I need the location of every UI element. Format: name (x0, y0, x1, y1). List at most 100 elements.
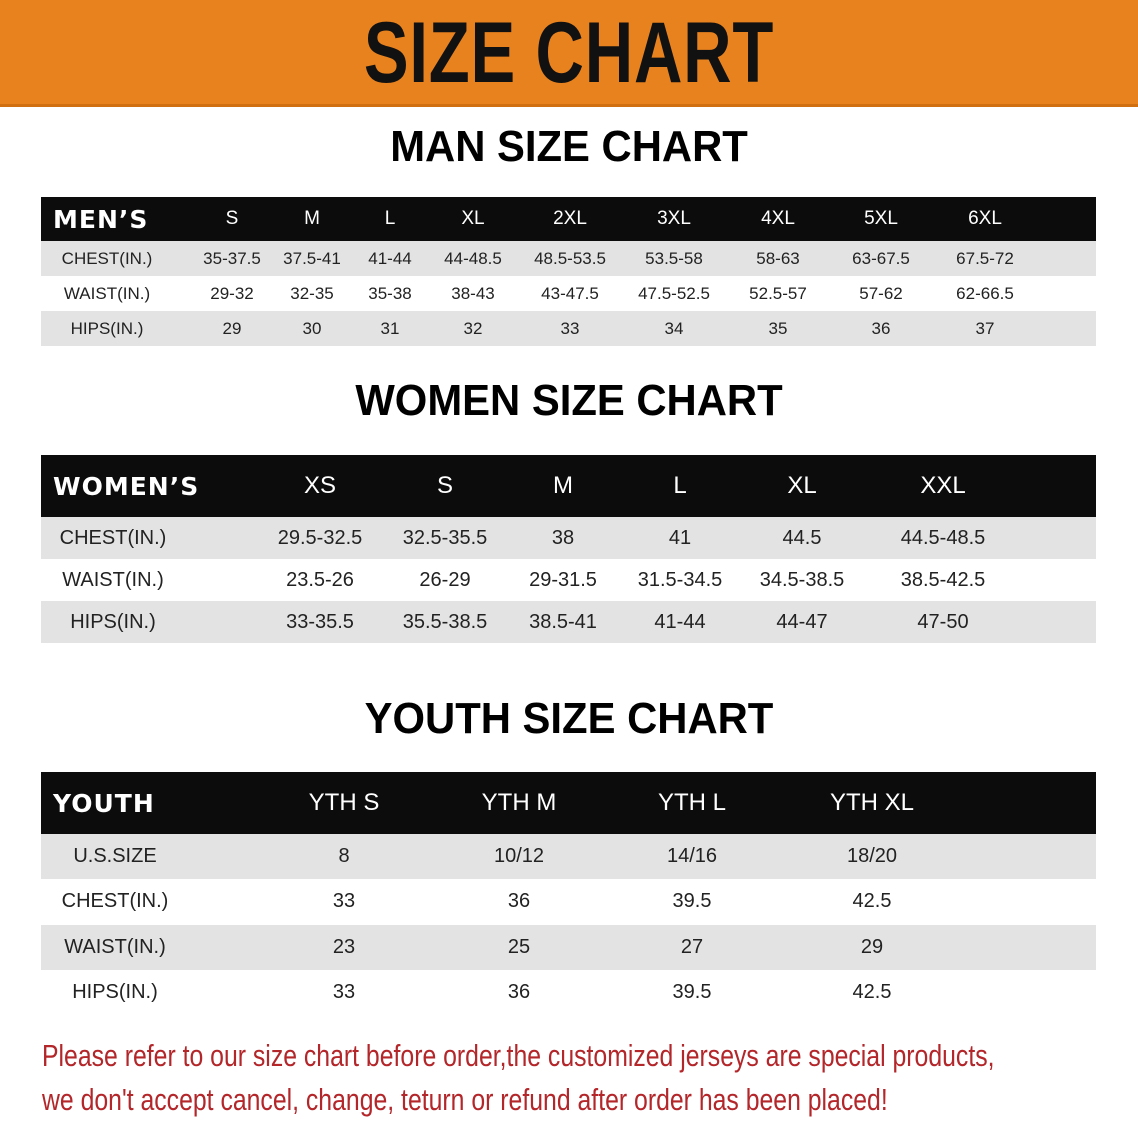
men-size-table: MEN’S S M L XL 2XL 3XL 4XL 5XL 6XL CHEST(IN.) 35-37… (41, 197, 1096, 346)
table-cell: 38.5-42.5 (900, 568, 986, 591)
table-header-row: MEN’S S M L XL 2XL 3XL 4XL 5XL 6XL (41, 197, 1096, 241)
table-cell: 29-31.5 (529, 568, 597, 591)
table-cell: 25 (507, 935, 531, 958)
table-cell: 26-29 (419, 568, 471, 591)
table-cell: 30 (302, 318, 322, 338)
table-cell: 33 (332, 890, 356, 913)
table-cell: 41-44 (368, 248, 412, 268)
row-label: WAIST(IN.) (63, 283, 151, 303)
size-header-cell: XXL (920, 472, 966, 499)
youth-section-title: YOUTH SIZE CHART (364, 694, 774, 743)
table-cell: 18/20 (846, 845, 898, 868)
table-row: WAIST(IN.) 23 25 27 29 (41, 924, 1096, 970)
table-cell: 53.5-58 (645, 248, 703, 268)
table-cell: 39.5 (672, 981, 712, 1004)
table-cell: 35-38 (368, 283, 412, 303)
table-cell: 37 (975, 318, 995, 338)
table-cell: 47.5-52.5 (638, 283, 710, 303)
table-row: WAIST(IN.) 29-32 32-35 35-38 38-43 43-47.5 47.… (41, 276, 1096, 311)
table-cell: 39.5 (672, 890, 712, 913)
women-size-table: WOMEN’S XS S M L XL XXL CHEST(IN.) 29.5-32.5 32.5… (41, 455, 1096, 643)
table-cell: 44-48.5 (444, 248, 502, 268)
table-cell: 36 (507, 890, 531, 913)
table-cell: 33 (560, 318, 580, 338)
table-cell: 47-50 (917, 610, 969, 633)
size-header-cell: M (304, 208, 320, 229)
row-label: CHEST(IN.) (61, 248, 153, 268)
size-header-cell: S (436, 472, 454, 499)
row-label: WAIST(IN.) (62, 568, 164, 591)
table-cell: 38.5-41 (529, 610, 597, 633)
notice-line-2: we don't accept cancel, change, teturn o… (42, 1082, 888, 1117)
table-title-cell: WOMEN’S (53, 471, 200, 501)
table-cell: 48.5-53.5 (534, 248, 606, 268)
table-cell: 29 (860, 935, 884, 958)
table-cell: 33 (332, 981, 356, 1004)
table-cell: 42.5 (852, 981, 892, 1004)
table-cell: 43-47.5 (541, 283, 599, 303)
table-cell: 35 (768, 318, 788, 338)
table-cell: 29 (222, 318, 242, 338)
size-header-cell: 2XL (553, 208, 587, 229)
table-cell: 44-47 (776, 610, 828, 633)
table-row: HIPS(IN.) 33-35.5 35.5-38.5 38.5-41 41-44 44-… (41, 601, 1096, 643)
table-cell: 37.5-41 (283, 248, 341, 268)
row-label: WAIST(IN.) (64, 935, 166, 958)
women-section-title: WOMEN SIZE CHART (355, 376, 783, 425)
table-cell: 63-67.5 (852, 248, 910, 268)
table-cell: 38-43 (451, 283, 495, 303)
table-cell: 32 (463, 318, 483, 338)
row-label: HIPS(IN.) (70, 318, 144, 338)
size-header-cell: YTH S (308, 789, 380, 816)
table-row: WAIST(IN.) 23.5-26 26-29 29-31.5 31.5-34.5 34… (41, 559, 1096, 601)
table-cell: 62-66.5 (956, 283, 1014, 303)
table-title-cell: MEN’S (53, 204, 149, 234)
size-header-cell: 6XL (968, 208, 1002, 229)
table-cell: 42.5 (852, 890, 892, 913)
table-row: HIPS(IN.) 33 36 39.5 42.5 (41, 970, 1096, 1015)
table-cell: 38 (551, 526, 575, 549)
table-cell: 8 (338, 845, 350, 868)
table-row: CHEST(IN.) 33 36 39.5 42.5 (41, 879, 1096, 924)
table-cell: 44.5 (782, 526, 822, 549)
table-cell: 29.5-32.5 (277, 526, 363, 549)
table-cell: 36 (507, 981, 531, 1004)
size-header-cell: YTH XL (829, 789, 915, 816)
table-row: HIPS(IN.) 29 30 31 32 33 34 35 36 37 (41, 311, 1096, 346)
table-cell: 10/12 (493, 845, 545, 868)
table-cell: 34.5-38.5 (759, 568, 845, 591)
table-header-row: YOUTH YTH S YTH M YTH L YTH XL (41, 772, 1096, 834)
size-header-cell: 4XL (761, 208, 795, 229)
table-cell: 35.5-38.5 (402, 610, 488, 633)
size-header-cell: M (553, 472, 573, 499)
row-label: HIPS(IN.) (70, 610, 156, 633)
table-title-cell: YOUTH (53, 788, 155, 818)
size-header-cell: XL (461, 208, 485, 229)
table-cell: 32.5-35.5 (402, 526, 488, 549)
size-chart-banner: SIZE CHART (0, 0, 1138, 107)
men-section-title: MAN SIZE CHART (390, 122, 748, 171)
size-header-cell: S (225, 208, 239, 229)
table-cell: 27 (680, 935, 704, 958)
size-header-cell: L (673, 472, 687, 499)
size-header-cell: L (384, 208, 396, 229)
size-header-cell: YTH L (657, 789, 727, 816)
table-row: U.S.SIZE 8 10/12 14/16 18/20 (41, 834, 1096, 880)
table-cell: 52.5-57 (749, 283, 807, 303)
table-cell: 44.5-48.5 (900, 526, 986, 549)
banner-title: SIZE CHART (363, 5, 775, 101)
table-cell: 31 (380, 318, 400, 338)
size-header-cell: XL (787, 472, 817, 499)
youth-size-table: YOUTH YTH S YTH M YTH L YTH XL U.S.SIZE 8 10/12… (41, 772, 1096, 1015)
size-header-cell: 5XL (864, 208, 898, 229)
row-label: CHEST(IN.) (59, 526, 167, 549)
table-cell: 23.5-26 (286, 568, 354, 591)
table-cell: 36 (871, 318, 891, 338)
table-cell: 14/16 (666, 845, 718, 868)
row-label: CHEST(IN.) (61, 890, 169, 913)
table-cell: 32-35 (290, 283, 334, 303)
table-cell: 34 (664, 318, 684, 338)
size-header-cell: 3XL (657, 208, 691, 229)
row-label: HIPS(IN.) (72, 981, 158, 1004)
table-cell: 23 (332, 935, 356, 958)
